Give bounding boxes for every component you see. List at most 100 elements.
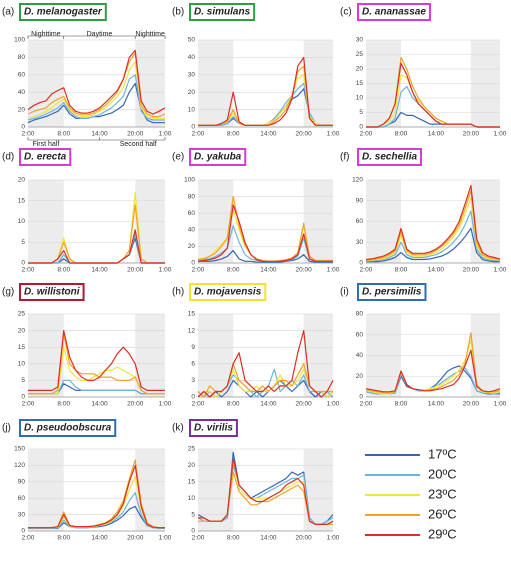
y-tick-label: 20 — [188, 243, 196, 250]
night-shade — [198, 180, 234, 263]
y-tick-label: 60 — [18, 72, 26, 79]
x-tick-label: 2:00 — [22, 131, 35, 138]
x-tick-label: 14:00 — [260, 401, 277, 408]
series-line — [197, 330, 334, 398]
title-box — [19, 283, 85, 301]
y-tick-label: 25 — [18, 311, 26, 318]
y-tick-label: 60 — [18, 495, 26, 502]
x-tick-label: 14:00 — [91, 131, 108, 138]
annotation: Daytime — [87, 31, 113, 38]
x-tick-label: 14:00 — [91, 267, 108, 274]
x-tick-label: 1:00 — [327, 401, 340, 408]
x-tick-label: 8:00 — [227, 401, 240, 408]
x-tick-label: 2:00 — [360, 131, 373, 138]
x-tick-label: 1:00 — [159, 131, 172, 138]
x-tick-label: 20:00 — [296, 535, 313, 542]
y-tick-label: 15 — [188, 311, 196, 318]
x-tick-label: 2:00 — [22, 401, 35, 408]
y-tick-label: 60 — [356, 331, 364, 338]
y-tick-label: 90 — [18, 479, 26, 486]
panel-label: (j) — [2, 423, 11, 434]
y-tick-label: 20 — [188, 89, 196, 96]
y-tick-label: 0 — [191, 260, 195, 267]
x-tick-label: 14:00 — [91, 401, 108, 408]
x-tick-label: 2:00 — [192, 131, 205, 138]
night-shade — [198, 449, 234, 531]
y-tick-label: 40 — [188, 227, 196, 234]
night-shade — [28, 40, 64, 127]
annotation: Nighttime — [135, 31, 165, 38]
x-tick-label: 1:00 — [327, 535, 340, 542]
x-tick-label: 8:00 — [57, 401, 70, 408]
series-line — [366, 210, 501, 262]
title-box — [19, 419, 117, 437]
y-tick-label: 5 — [21, 377, 25, 384]
x-tick-label: 8:00 — [57, 535, 70, 542]
title-box — [189, 148, 247, 166]
x-tick-label: 20:00 — [463, 267, 480, 274]
y-tick-label: 20 — [18, 327, 26, 334]
panel-title: D. mojavensis — [194, 287, 262, 298]
x-tick-label: 20:00 — [296, 267, 313, 274]
x-tick-label: 8:00 — [57, 267, 70, 274]
series-line — [365, 349, 501, 393]
x-tick-label: 8:00 — [395, 401, 408, 408]
panel-label: (b) — [172, 7, 184, 18]
panel-title: D. pseudoobscura — [24, 423, 112, 434]
y-tick-label: 80 — [356, 311, 364, 318]
night-shade — [135, 314, 165, 397]
series-line — [28, 333, 165, 395]
y-tick-label: 25 — [188, 446, 196, 453]
panel-label: (e) — [172, 152, 184, 163]
panel-title: D. virilis — [194, 423, 233, 434]
y-tick-label: 30 — [18, 511, 26, 518]
x-tick-label: 14:00 — [91, 535, 108, 542]
x-tick-label: 8:00 — [57, 131, 70, 138]
y-tick-label: 9 — [191, 344, 195, 351]
series-line — [28, 464, 165, 529]
y-tick-label: 60 — [356, 218, 364, 225]
y-tick-label: 20 — [18, 177, 26, 184]
annotation: First half — [32, 141, 59, 148]
x-tick-label: 20:00 — [127, 401, 144, 408]
series-line — [197, 204, 333, 262]
series-line — [197, 379, 334, 398]
panel-title: D. sechellia — [362, 152, 417, 163]
x-tick-label: 2:00 — [22, 535, 35, 542]
y-tick-label: 40 — [356, 352, 364, 359]
title-box — [357, 283, 427, 301]
y-tick-label: 5 — [191, 511, 195, 518]
night-shade — [303, 314, 333, 397]
y-tick-label: 100 — [14, 37, 25, 44]
y-tick-label: 12 — [188, 327, 196, 334]
panel-title: D. simulans — [194, 7, 251, 18]
y-tick-label: 10 — [18, 361, 26, 368]
y-tick-label: 120 — [14, 462, 25, 469]
annotation: Nighttime — [31, 31, 61, 38]
panel-label: (i) — [340, 287, 349, 298]
x-tick-label: 2:00 — [192, 535, 205, 542]
annotation: Second half — [120, 141, 157, 148]
x-tick-label: 2:00 — [360, 401, 373, 408]
panel-label: (h) — [172, 287, 184, 298]
series-line — [198, 250, 333, 263]
title-box — [19, 148, 72, 166]
y-tick-label: 5 — [359, 109, 363, 116]
y-tick-label: 0 — [191, 528, 195, 535]
series-line — [27, 52, 166, 118]
y-tick-label: 15 — [188, 479, 196, 486]
x-tick-label: 8:00 — [227, 267, 240, 274]
y-tick-label: 80 — [18, 54, 26, 61]
x-tick-label: 20:00 — [127, 131, 144, 138]
y-tick-label: 10 — [188, 495, 196, 502]
x-tick-label: 1:00 — [327, 131, 340, 138]
x-tick-label: 1:00 — [159, 535, 172, 542]
x-tick-label: 2:00 — [192, 401, 205, 408]
panel-label: (f) — [340, 152, 349, 163]
panel-label: (k) — [172, 423, 184, 434]
y-tick-label: 40 — [18, 89, 26, 96]
x-tick-label: 1:00 — [159, 267, 172, 274]
y-tick-label: 100 — [184, 177, 195, 184]
y-tick-label: 0 — [359, 260, 363, 267]
